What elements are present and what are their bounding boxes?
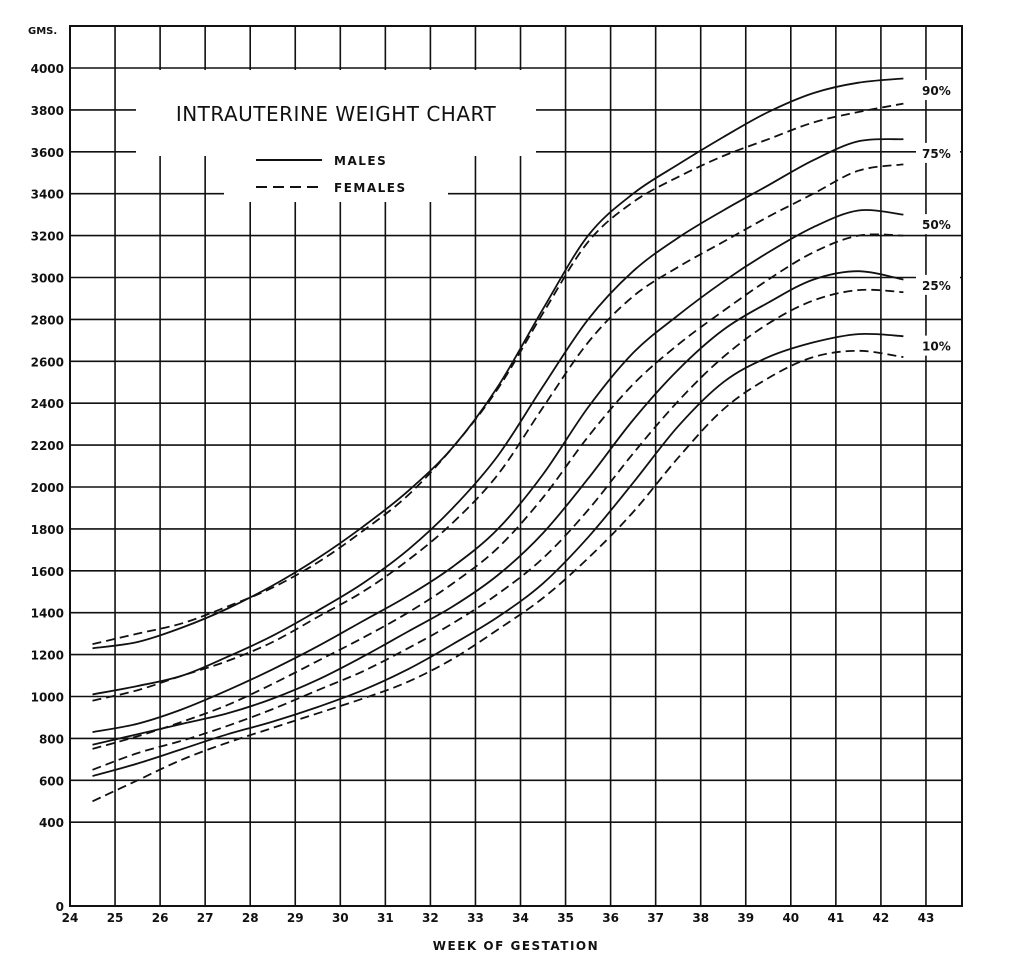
x-tick-label: 37 <box>647 911 664 925</box>
x-tick-label: 34 <box>512 911 529 925</box>
x-axis-title: WEEK OF GESTATION <box>433 939 599 953</box>
series-25pct-females <box>92 288 904 771</box>
series-50pct-males <box>92 209 904 733</box>
y-tick-label: 2000 <box>31 481 64 495</box>
x-tick-label: 29 <box>287 911 304 925</box>
percentile-label-bg <box>916 335 960 356</box>
y-tick-label: 3800 <box>31 104 64 118</box>
y-tick-label: 1800 <box>31 523 64 537</box>
series-90pct-males <box>92 77 904 650</box>
chart-title: INTRAUTERINE WEIGHT CHART <box>176 102 497 126</box>
y-tick-label: 3600 <box>31 146 64 160</box>
x-tick-label: 27 <box>197 911 214 925</box>
x-tick-label: 26 <box>152 911 169 925</box>
series-10pct-males <box>92 332 904 777</box>
x-tick-label: 25 <box>107 911 124 925</box>
percentile-label-bg <box>916 274 960 295</box>
legend-label-males: MALES <box>334 154 387 168</box>
y-tick-label: 400 <box>39 816 64 830</box>
y-tick-label: 1600 <box>31 565 64 579</box>
y-tick-label: 3400 <box>31 188 64 202</box>
y-tick-label: 2200 <box>31 439 64 453</box>
y-tick-label: 2600 <box>31 355 64 369</box>
y-tick-label: 1200 <box>31 649 64 663</box>
percentile-label: 90% <box>922 84 951 98</box>
y-tick-label: 2400 <box>31 397 64 411</box>
x-tick-label: 36 <box>602 911 619 925</box>
series-lines <box>92 77 904 803</box>
x-tick-label: 33 <box>467 911 484 925</box>
x-tick-label: 35 <box>557 911 574 925</box>
x-tick-label: 38 <box>692 911 709 925</box>
axes: GMS. WEEK OF GESTATION 0 400 600 800 1000 120… <box>28 26 934 953</box>
legend-box-background <box>224 150 448 202</box>
x-tick-label: 24 <box>62 911 79 925</box>
legend-label-females: FEMALES <box>334 181 407 195</box>
series-75pct-males <box>92 138 904 696</box>
percentile-label: 25% <box>922 279 951 293</box>
series-50pct-females <box>92 233 904 750</box>
percentile-label-bg <box>916 214 960 235</box>
percentile-label-bg <box>916 80 960 101</box>
y-tick-label: 3200 <box>31 230 64 244</box>
series-25pct-males <box>92 270 904 746</box>
y-tick-label: 1400 <box>31 607 64 621</box>
y-tick-label: 2800 <box>31 313 64 327</box>
percentile-label: 10% <box>922 340 951 354</box>
grid <box>69 25 963 907</box>
x-tick-label: 39 <box>737 911 754 925</box>
title-legend-box: INTRAUTERINE WEIGHT CHART MALES FEMALES <box>136 70 536 202</box>
x-tick-label: 41 <box>828 911 845 925</box>
x-tick-label: 40 <box>782 911 799 925</box>
plot-frame <box>69 25 963 907</box>
x-tick-label: 31 <box>377 911 394 925</box>
x-tick-label: 32 <box>422 911 439 925</box>
percentile-label: 75% <box>922 147 951 161</box>
y-tick-label: 800 <box>39 732 64 746</box>
percentile-labels: 90% 75% 50% 25% 10% <box>916 80 960 356</box>
y-axis-unit-label: GMS. <box>28 26 57 37</box>
series-10pct-females <box>92 349 904 803</box>
x-tick-label: 43 <box>918 911 935 925</box>
x-tick-label: 42 <box>873 911 890 925</box>
percentile-label: 50% <box>922 218 951 232</box>
series-75pct-females <box>92 163 904 702</box>
y-tick-label: 0 <box>56 900 64 914</box>
y-tick-label: 3000 <box>31 272 64 286</box>
x-tick-label: 28 <box>242 911 259 925</box>
title-box-background <box>136 70 536 156</box>
x-tick-label: 30 <box>332 911 349 925</box>
y-tick-label: 600 <box>39 774 64 788</box>
y-tick-label: 1000 <box>31 691 64 705</box>
percentile-label-bg <box>916 142 960 163</box>
y-tick-label: 4000 <box>31 62 64 76</box>
series-90pct-females <box>92 102 904 645</box>
